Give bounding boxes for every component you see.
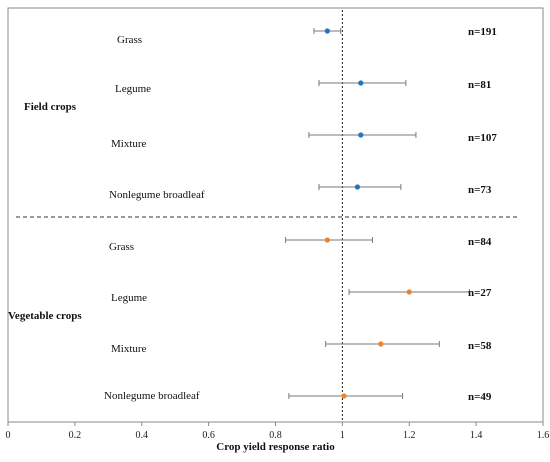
x-tick-label: 1 (340, 430, 345, 441)
data-point (378, 341, 384, 347)
x-tick-label: 0.4 (136, 430, 149, 441)
sample-size-label: n=27 (468, 287, 492, 299)
group-label: Field crops (24, 101, 77, 113)
row-label: Mixture (111, 343, 147, 355)
row-label: Mixture (111, 138, 147, 150)
row-label: Grass (117, 34, 142, 46)
sample-size-label: n=107 (468, 132, 497, 144)
sample-size-label: n=81 (468, 79, 491, 91)
row-label: Grass (109, 241, 134, 253)
x-tick-label: 0 (6, 430, 11, 441)
data-point (341, 393, 347, 399)
data-point (358, 80, 364, 86)
data-point (354, 184, 361, 190)
sample-size-label: n=73 (468, 184, 492, 196)
plot-frame (7, 7, 544, 423)
data-point (324, 28, 330, 34)
row-label: Nonlegume broadleaf (109, 189, 205, 201)
chart-marks: 0 0.2 0.4 0.6 0.8 1 1.2 1.4 1.6 Field crops Grass n… (6, 10, 550, 441)
x-tick-label: 0.2 (69, 430, 82, 441)
data-point (406, 289, 412, 295)
row-label: Legume (111, 292, 147, 304)
x-tick-label: 0.8 (269, 430, 282, 441)
sample-size-label: n=49 (468, 391, 492, 403)
x-axis-title: Crop yield response ratio (216, 441, 335, 453)
x-tick-label: 1.4 (470, 430, 483, 441)
row-label: Legume (115, 83, 151, 95)
group-label: Vegetable crops (8, 310, 82, 322)
sample-size-label: n=58 (468, 340, 492, 352)
x-tick-label: 1.2 (403, 430, 416, 441)
data-point (324, 237, 330, 243)
sample-size-label: n=191 (468, 26, 497, 38)
row-label: Nonlegume broadleaf (104, 390, 200, 402)
x-tick-label: 1.6 (537, 430, 550, 441)
data-point (358, 132, 364, 138)
x-tick-label: 0.6 (202, 430, 215, 441)
sample-size-label: n=84 (468, 236, 492, 248)
